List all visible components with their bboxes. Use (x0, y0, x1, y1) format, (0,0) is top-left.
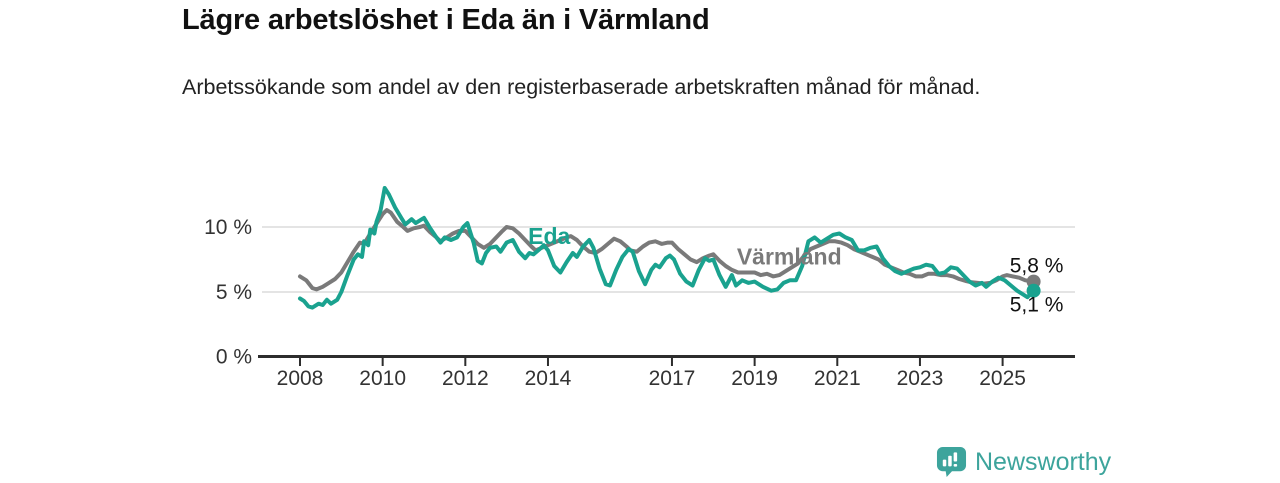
y-axis-tick-label: 10 % (204, 216, 252, 239)
varmland-line (298, 208, 1036, 292)
eda-line (298, 186, 1036, 310)
x-axis-tick-label: 2017 (649, 367, 696, 390)
varmland-series-label: Värmland (737, 244, 842, 270)
chart-header: Lägre arbetslöshet i Eda än i Värmland (182, 2, 1082, 38)
x-axis-tick-label: 2014 (525, 367, 572, 390)
eda-end-dot (1026, 283, 1041, 298)
chart-title: Lägre arbetslöshet i Eda än i Värmland (182, 4, 710, 36)
x-axis-tick-label: 2021 (814, 367, 861, 390)
x-axis-tick-label: 2023 (897, 367, 944, 390)
eda-end-value-label: 5,1 % (1010, 294, 1064, 317)
varmland-end-value-label: 5,8 % (1010, 255, 1064, 278)
x-axis-tick-label: 2010 (359, 367, 406, 390)
bar-chart-pin-icon (936, 446, 967, 478)
newsworthy-logo[interactable]: Newsworthy (936, 446, 1111, 478)
x-axis-tick-label: 2012 (442, 367, 489, 390)
y-axis-tick-label: 5 % (216, 281, 252, 304)
brand-wordmark: Newsworthy (975, 448, 1112, 476)
x-axis-tick-label: 2019 (731, 367, 778, 390)
eda-series-label: Eda (528, 223, 570, 249)
chart-subtitle: Arbetssökande som andel av den registerb… (182, 75, 981, 99)
x-axis-tick-label: 2025 (979, 367, 1026, 390)
x-axis-tick-label: 2008 (277, 367, 324, 390)
y-axis-tick-label: 0 % (216, 346, 252, 369)
